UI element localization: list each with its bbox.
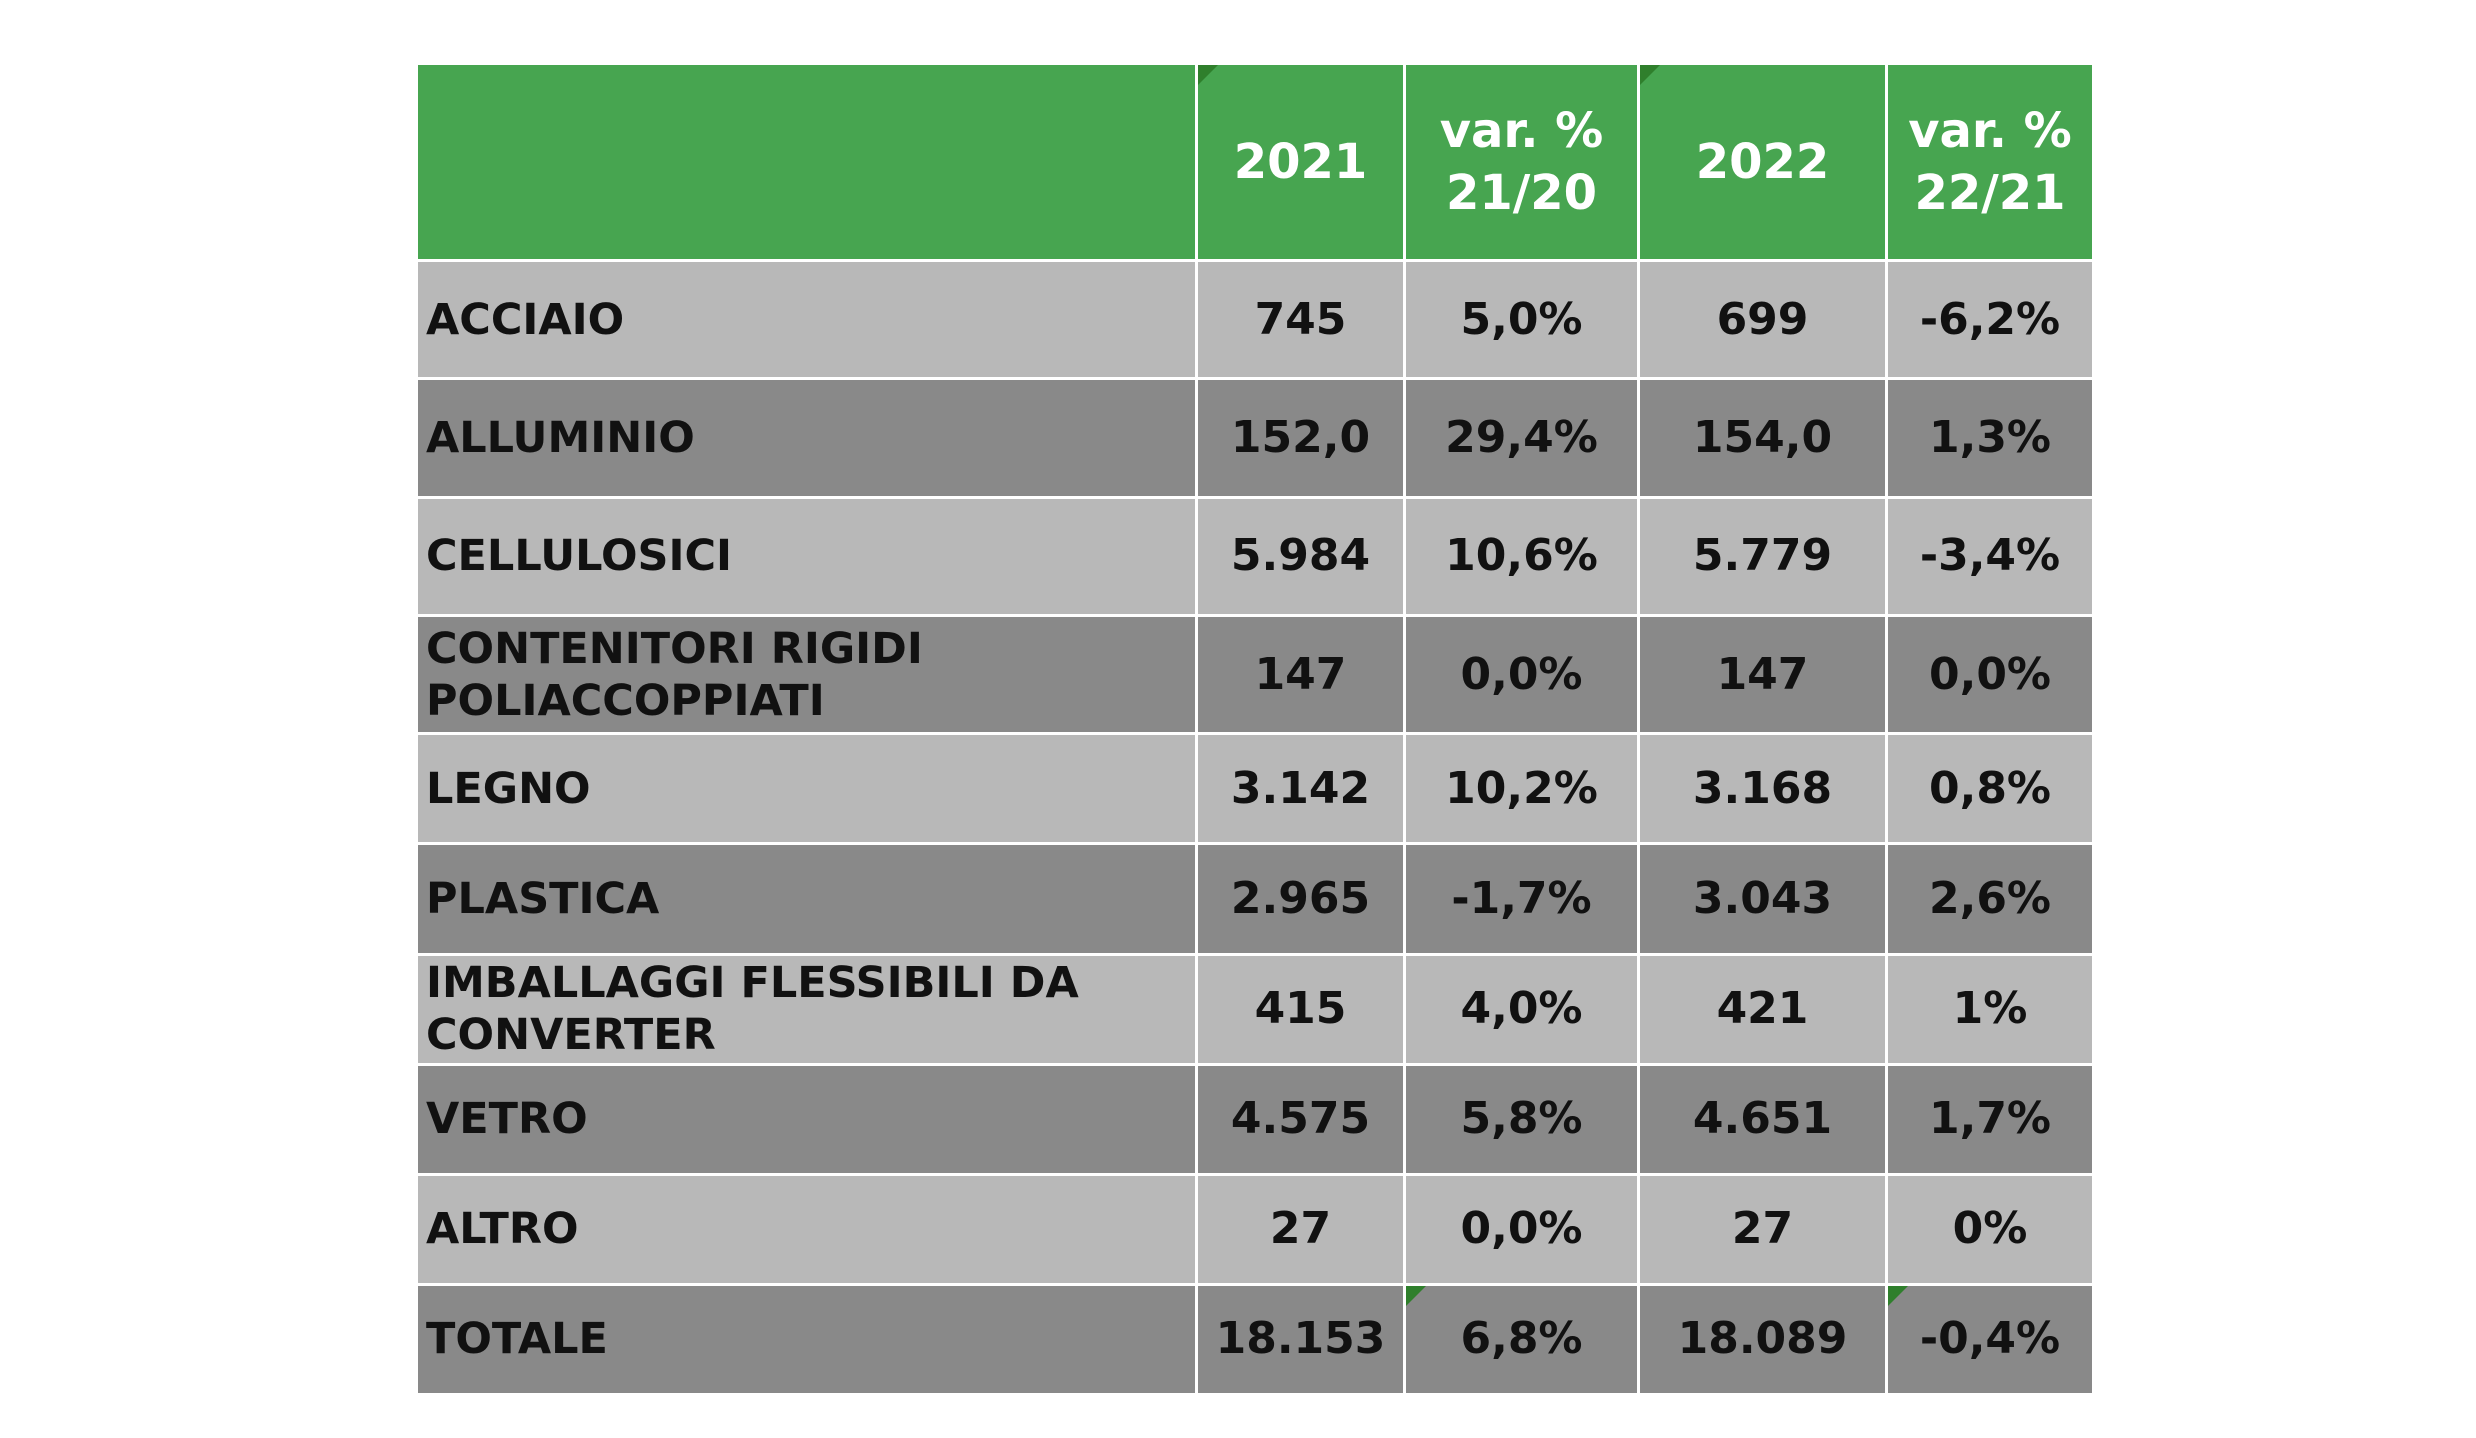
- cell-var-22-21: 1,7%: [1885, 1062, 2095, 1176]
- cell-2022: 27: [1637, 1172, 1888, 1286]
- cell-2021: 5.984: [1195, 495, 1406, 617]
- row-label: PLASTICA: [415, 842, 1198, 956]
- cell-2022: 4.651: [1637, 1062, 1888, 1176]
- row-label: ALTRO: [415, 1172, 1198, 1286]
- cell-2021: 4.575: [1195, 1062, 1406, 1176]
- comment-marker-icon: [1640, 65, 1660, 85]
- cell-var-22-21-text: -0,4%: [1919, 1313, 2061, 1365]
- table-row: ALLUMINIO 152,0 29,4% 154,0 1,3%: [415, 377, 2095, 499]
- row-label-line2: POLIACCOPPIATI: [426, 675, 825, 726]
- header-var2-line1: var. %: [1908, 103, 2072, 159]
- row-label: LEGNO: [415, 732, 1198, 846]
- table-row: ACCIAIO 745 5,0% 699 -6,2%: [415, 258, 2095, 381]
- cell-2021: 745: [1195, 258, 1406, 381]
- header-2022-text: 2022: [1695, 134, 1830, 190]
- header-row: 2021 var. % 21/20 2022 var. % 22/21: [415, 62, 2095, 262]
- header-var1-line1: var. %: [1439, 103, 1604, 159]
- cell-var-22-21: 0,8%: [1885, 732, 2095, 846]
- cell-var-21-20: 5,8%: [1403, 1062, 1640, 1176]
- comment-marker-icon: [1888, 1285, 1908, 1306]
- row-label: ACCIAIO: [415, 258, 1198, 381]
- cell-var-22-21: 1%: [1885, 952, 2095, 1066]
- cell-var-22-21: 2,6%: [1885, 842, 2095, 956]
- row-label: CONTENITORI RIGIDI POLIACCOPPIATI: [415, 613, 1198, 736]
- comment-marker-icon: [1198, 65, 1218, 85]
- table-row: VETRO 4.575 5,8% 4.651 1,7%: [415, 1062, 2095, 1176]
- cell-var-21-20: 10,2%: [1403, 732, 1640, 846]
- header-2021-text: 2021: [1233, 134, 1368, 190]
- cell-2022: 18.089: [1637, 1282, 1888, 1397]
- cell-var-21-20: 6,8%: [1403, 1282, 1640, 1397]
- cell-var-22-21: 0,0%: [1885, 613, 2095, 736]
- cell-2022: 699: [1637, 258, 1888, 381]
- cell-2021: 3.142: [1195, 732, 1406, 846]
- cell-var-22-21: 0%: [1885, 1172, 2095, 1286]
- cell-var-21-20: 0,0%: [1403, 613, 1640, 736]
- header-cell-var-22-21: var. % 22/21: [1885, 62, 2095, 262]
- cell-2021: 18.153: [1195, 1282, 1406, 1397]
- row-label: IMBALLAGGI FLESSIBILI DA CONVERTER: [415, 952, 1198, 1066]
- cell-2021: 147: [1195, 613, 1406, 736]
- cell-var-22-21: -0,4%: [1885, 1282, 2095, 1397]
- cell-var-22-21: 1,3%: [1885, 377, 2095, 499]
- header-cell-2021: 2021: [1195, 62, 1406, 262]
- row-label: ALLUMINIO: [415, 377, 1198, 499]
- cell-var-21-20: 29,4%: [1403, 377, 1640, 499]
- packaging-data-table: 2021 var. % 21/20 2022 var. % 22/21 ACCI…: [415, 62, 2095, 1397]
- header-var2-line2: 22/21: [1914, 165, 2066, 221]
- row-label-line1: IMBALLAGGI FLESSIBILI DA: [426, 958, 1079, 1009]
- row-label-line2: CONVERTER: [426, 1010, 716, 1061]
- row-label: CELLULOSICI: [415, 495, 1198, 617]
- comment-marker-icon: [1406, 1285, 1426, 1306]
- cell-2021: 2.965: [1195, 842, 1406, 956]
- header-cell-2022: 2022: [1637, 62, 1888, 262]
- cell-var-21-20: -1,7%: [1403, 842, 1640, 956]
- cell-var-21-20-text: 6,8%: [1460, 1313, 1583, 1365]
- table-row: CONTENITORI RIGIDI POLIACCOPPIATI 147 0,…: [415, 613, 2095, 736]
- row-label: TOTALE: [415, 1282, 1198, 1397]
- cell-var-21-20: 10,6%: [1403, 495, 1640, 617]
- table-row: PLASTICA 2.965 -1,7% 3.043 2,6%: [415, 842, 2095, 956]
- header-cell-label: [415, 62, 1198, 262]
- cell-2022: 147: [1637, 613, 1888, 736]
- table-row: IMBALLAGGI FLESSIBILI DA CONVERTER 415 4…: [415, 952, 2095, 1066]
- header-cell-var-21-20: var. % 21/20: [1403, 62, 1640, 262]
- cell-2021: 152,0: [1195, 377, 1406, 499]
- cell-2022: 3.168: [1637, 732, 1888, 846]
- cell-var-21-20: 5,0%: [1403, 258, 1640, 381]
- row-label-line1: CONTENITORI RIGIDI: [426, 623, 923, 674]
- table-row: LEGNO 3.142 10,2% 3.168 0,8%: [415, 732, 2095, 846]
- cell-2021: 27: [1195, 1172, 1406, 1286]
- table-row: CELLULOSICI 5.984 10,6% 5.779 -3,4%: [415, 495, 2095, 617]
- table-row: ALTRO 27 0,0% 27 0%: [415, 1172, 2095, 1286]
- cell-2022: 421: [1637, 952, 1888, 1066]
- total-row: TOTALE 18.153 6,8% 18.089 -0,4%: [415, 1282, 2095, 1397]
- cell-var-22-21: -6,2%: [1885, 258, 2095, 381]
- packaging-data-table-container: 2021 var. % 21/20 2022 var. % 22/21 ACCI…: [415, 62, 2095, 1397]
- cell-2021: 415: [1195, 952, 1406, 1066]
- header-var1-line2: 21/20: [1445, 165, 1598, 221]
- cell-2022: 5.779: [1637, 495, 1888, 617]
- cell-var-21-20: 4,0%: [1403, 952, 1640, 1066]
- cell-2022: 154,0: [1637, 377, 1888, 499]
- cell-var-21-20: 0,0%: [1403, 1172, 1640, 1286]
- cell-2022: 3.043: [1637, 842, 1888, 956]
- row-label: VETRO: [415, 1062, 1198, 1176]
- cell-var-22-21: -3,4%: [1885, 495, 2095, 617]
